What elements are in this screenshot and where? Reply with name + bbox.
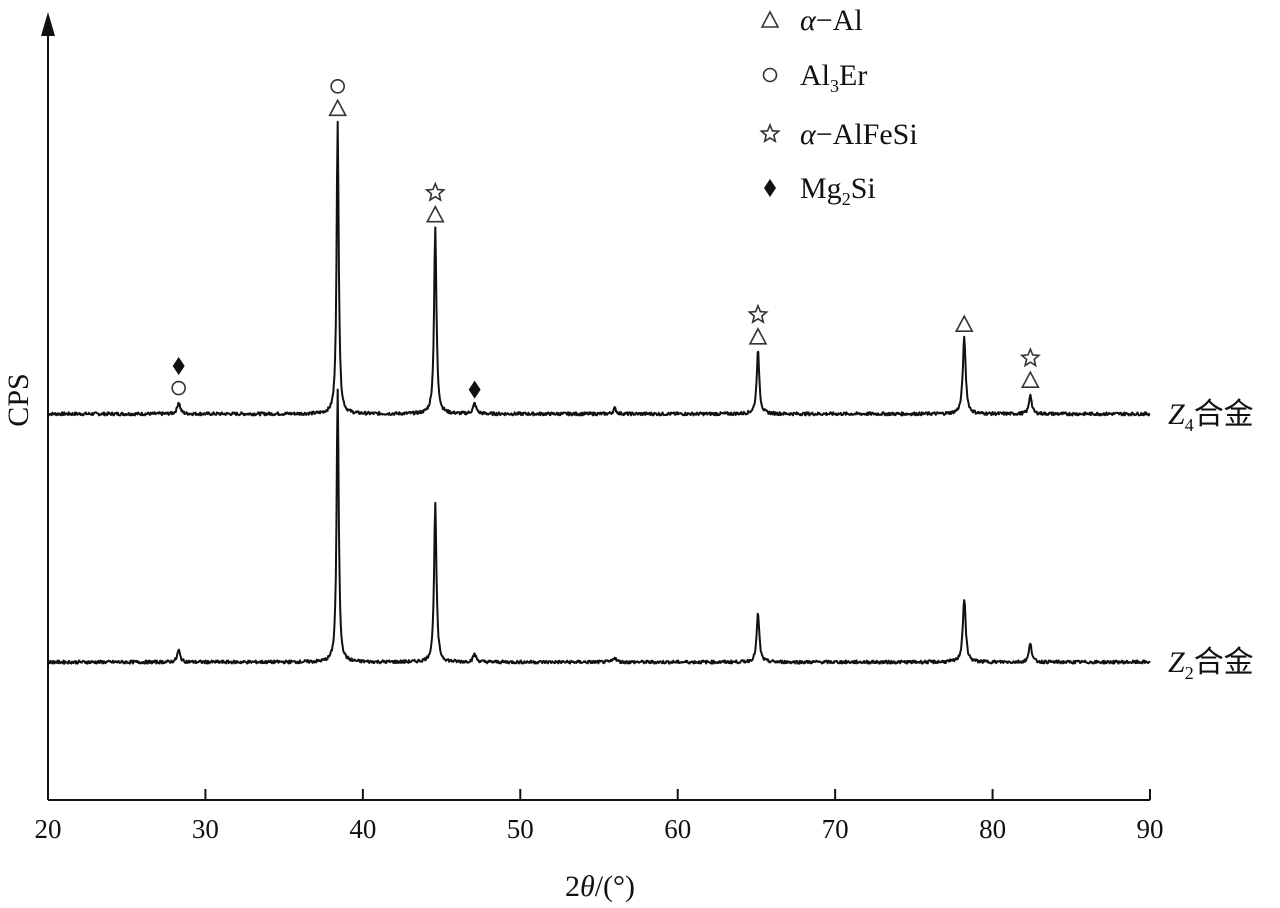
peak-marker-0-0-circle — [171, 380, 186, 396]
legend-label-base: Al — [800, 59, 830, 92]
series-line-1 — [47, 388, 1151, 665]
legend-label-1: Al3Er — [800, 59, 867, 96]
peak-marker-0-0-diamond — [172, 357, 185, 376]
x-axis-label-suffix: /(°) — [595, 870, 635, 903]
series-label-rest: 合金 — [1194, 398, 1254, 431]
legend-label-3: Mg2Si — [800, 172, 876, 209]
x-tick-label-40: 40 — [349, 814, 376, 844]
series-line-0 — [47, 120, 1151, 417]
legend-label-base: Mg — [800, 172, 842, 205]
peak-marker-0-5-triangle — [954, 314, 974, 333]
x-tick-label-20: 20 — [35, 814, 62, 844]
series-label-1: Z2合金 — [1168, 646, 1254, 683]
series-label-sub: 2 — [1185, 663, 1194, 683]
peak-marker-0-4-triangle — [748, 327, 768, 345]
peak-marker-0-2-triangle — [425, 204, 445, 223]
x-axis-label-symbol: θ — [580, 870, 595, 903]
legend-label-2: α−AlFeSi — [800, 118, 918, 151]
x-tick-label-70: 70 — [822, 814, 849, 844]
legend-label-sub: 3 — [830, 76, 839, 96]
legend-alpha: α — [800, 118, 817, 151]
x-axis-label: 2θ/(°) — [565, 870, 635, 903]
x-tick-label-50: 50 — [507, 814, 534, 844]
legend-alpha: α — [800, 4, 817, 37]
peak-marker-0-6-star — [1019, 347, 1041, 368]
axes: 20 30 40 50 60 70 80 90 — [35, 12, 1164, 844]
legend-label-base: −AlFeSi — [816, 118, 918, 151]
y-axis-label: CPS — [2, 373, 35, 426]
x-tick-label-80: 80 — [979, 814, 1006, 844]
peak-marker-0-2-star — [424, 181, 446, 202]
series-label-base: Z — [1168, 646, 1185, 679]
peak-marker-0-3-diamond — [468, 380, 481, 399]
legend-label-0: α−Al — [800, 4, 863, 37]
series-label-0: Z4合金 — [1168, 398, 1254, 435]
x-tick-label-60: 60 — [664, 814, 691, 844]
legend-label-sub: 2 — [842, 189, 851, 209]
phase-markers — [171, 79, 1041, 399]
peak-marker-0-6-triangle — [1021, 370, 1040, 388]
x-tick-label-30: 30 — [192, 814, 219, 844]
x-axis-label-prefix: 2 — [565, 870, 580, 903]
x-tick-label-90: 90 — [1137, 814, 1164, 844]
y-axis-arrow — [41, 12, 55, 36]
legend-marker-diamond — [764, 179, 776, 197]
legend-marker-triangle — [760, 10, 780, 28]
series-label-base: Z — [1168, 398, 1185, 431]
legend-marker-circle — [762, 67, 778, 83]
legend-label-rest: Si — [851, 172, 876, 205]
peak-marker-0-1-triangle — [328, 98, 348, 117]
peak-marker-0-4-star — [747, 303, 769, 324]
legend-label-base: −Al — [816, 4, 863, 37]
legend-label-rest: Er — [839, 59, 867, 92]
series-label-rest: 合金 — [1194, 646, 1254, 679]
series-label-sub: 4 — [1185, 415, 1194, 435]
legend-marker-star — [759, 122, 781, 144]
peak-marker-0-1-circle — [330, 79, 345, 94]
